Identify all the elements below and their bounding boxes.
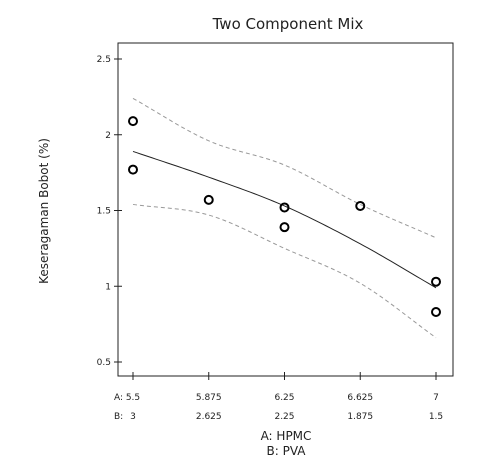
confidence-bands: [132, 97, 437, 339]
data-point: [431, 276, 441, 287]
x-tick-label-a: 7: [433, 393, 439, 403]
y-tick-label: 2.5: [97, 55, 111, 65]
x-tick-label-a: 5.875: [196, 393, 222, 403]
data-points: [128, 116, 441, 318]
y-tick-label: 0.5: [97, 358, 111, 368]
y-tick-label: 1: [105, 282, 111, 292]
x-axis-label-a: A: HPMC: [261, 429, 312, 443]
upper-confidence-band: [132, 97, 437, 239]
x-tick-label-b: 2.625: [196, 412, 222, 422]
chart-title: Two Component Mix: [212, 15, 364, 33]
y-tick-label: 1.5: [97, 207, 111, 217]
y-axis-label: Keseragaman Bobot (%): [37, 138, 51, 284]
y-axis: 0.5 1 1.5 2 2.5: [97, 55, 122, 368]
data-point: [203, 194, 214, 205]
fit-line-group: [132, 150, 437, 289]
x-axis-label-b: B: PVA: [267, 444, 307, 458]
data-point: [128, 116, 138, 127]
x-tick-prefix-a: A:: [114, 393, 123, 403]
data-point: [355, 200, 366, 211]
x-tick-label-a: 5.5: [126, 393, 140, 403]
x-axis: A: B:5.5 3 5.875 2.625 6.25 2.25 6.625 1.875 7 1.5: [114, 372, 443, 422]
x-tick-label-b: 1.875: [347, 412, 373, 422]
x-tick-prefix-b: B:: [114, 412, 123, 422]
x-tick-label-b: 1.5: [429, 412, 443, 422]
x-tick-label-b: 3: [130, 412, 136, 422]
data-point: [128, 164, 138, 175]
y-tick-label: 2: [105, 131, 111, 141]
data-point: [279, 202, 290, 213]
x-tick-label-b: 2.25: [274, 412, 294, 422]
lower-confidence-band: [132, 203, 437, 339]
plot-frame: [117, 42, 454, 377]
data-point: [431, 307, 441, 318]
data-point: [279, 222, 290, 233]
x-tick-label-a: 6.25: [274, 393, 294, 403]
fit-line: [132, 150, 437, 289]
x-tick-label-a: 6.625: [347, 393, 373, 403]
